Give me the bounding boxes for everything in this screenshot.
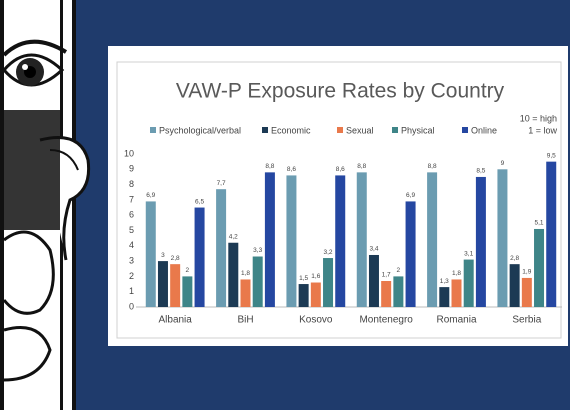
bar [521, 277, 532, 307]
legend-swatch [337, 127, 343, 133]
value-label: 8,8 [265, 163, 274, 170]
annotation: 10 = high [520, 113, 557, 123]
value-label: 7,7 [217, 180, 226, 187]
y-tick-label: 0 [129, 301, 134, 311]
bar [286, 175, 297, 307]
annotation: 1 = low [528, 125, 557, 135]
value-label: 2 [397, 267, 401, 274]
value-label: 2,8 [510, 255, 519, 262]
value-label: 6,9 [406, 192, 415, 199]
legend-swatch [262, 127, 268, 133]
value-label: 4,2 [229, 233, 238, 240]
bar [216, 189, 227, 307]
y-tick-label: 4 [129, 240, 134, 250]
bar [194, 207, 205, 307]
value-label: 9,5 [547, 152, 556, 159]
value-label: 3,2 [324, 249, 333, 256]
bar [323, 258, 334, 307]
value-label: 1,3 [440, 278, 449, 285]
y-tick-label: 5 [129, 225, 134, 235]
legend-swatch [150, 127, 156, 133]
x-tick-label: Montenegro [359, 315, 413, 326]
value-label: 8,8 [357, 163, 366, 170]
value-label: 2,8 [171, 255, 180, 262]
bar [356, 172, 367, 307]
value-label: 5,1 [535, 220, 544, 227]
y-tick-label: 3 [129, 255, 134, 265]
illustration [0, 0, 91, 410]
value-label: 6,9 [146, 192, 155, 199]
bar [427, 172, 438, 307]
value-label: 6,5 [195, 198, 204, 205]
legend-label: Psychological/verbal [159, 125, 241, 135]
y-tick-label: 10 [124, 148, 134, 158]
bar [393, 276, 404, 307]
y-tick-label: 1 [129, 286, 134, 296]
value-label: 8,6 [287, 166, 296, 173]
bar [264, 172, 275, 307]
bar [546, 161, 557, 307]
legend-label: Sexual [346, 125, 374, 135]
bar [310, 282, 321, 307]
x-tick-label: Kosovo [299, 315, 333, 326]
legend-swatch [462, 127, 468, 133]
y-tick-label: 9 [129, 164, 134, 174]
y-tick-label: 7 [129, 194, 134, 204]
value-label: 1,5 [299, 275, 308, 282]
value-label: 8,6 [336, 166, 345, 173]
bar [252, 256, 263, 307]
bar [381, 280, 392, 307]
bar [157, 261, 168, 307]
bar [170, 264, 181, 307]
value-label: 1,8 [452, 270, 461, 277]
bar [368, 254, 379, 307]
value-label: 3,4 [369, 246, 378, 253]
x-tick-label: BiH [237, 315, 253, 326]
bar [228, 242, 239, 307]
value-label: 1,7 [382, 272, 391, 279]
chart-frame [116, 61, 562, 339]
legend-label: Physical [401, 125, 435, 135]
legend-swatch [392, 127, 398, 133]
bar [451, 279, 462, 307]
value-label: 1,8 [241, 270, 250, 277]
x-tick-label: Serbia [512, 315, 541, 326]
bar [335, 175, 346, 307]
x-tick-label: Romania [436, 315, 476, 326]
bar [509, 264, 520, 307]
legend-label: Economic [271, 125, 311, 135]
value-label: 1,6 [311, 273, 320, 280]
bar [182, 276, 193, 307]
y-tick-label: 6 [129, 210, 134, 220]
x-tick-label: Albania [158, 315, 192, 326]
bar [475, 176, 486, 307]
value-label: 2 [186, 267, 190, 274]
value-label: 8,5 [476, 168, 485, 175]
value-label: 1,9 [522, 269, 531, 276]
value-label: 3,1 [464, 250, 473, 257]
y-tick-label: 2 [129, 271, 134, 281]
bar [463, 259, 474, 307]
bar [405, 201, 416, 307]
legend-label: Online [471, 125, 497, 135]
value-label: 9 [501, 160, 505, 167]
bar [497, 169, 508, 307]
bar [240, 279, 251, 307]
chart-title: VAW-P Exposure Rates by Country [176, 80, 505, 103]
bar [439, 287, 450, 307]
value-label: 3 [161, 252, 165, 259]
bar [534, 228, 545, 307]
y-tick-label: 8 [129, 179, 134, 189]
value-label: 8,8 [428, 163, 437, 170]
value-label: 3,3 [253, 247, 262, 254]
bar [298, 284, 309, 307]
bar [145, 201, 156, 307]
